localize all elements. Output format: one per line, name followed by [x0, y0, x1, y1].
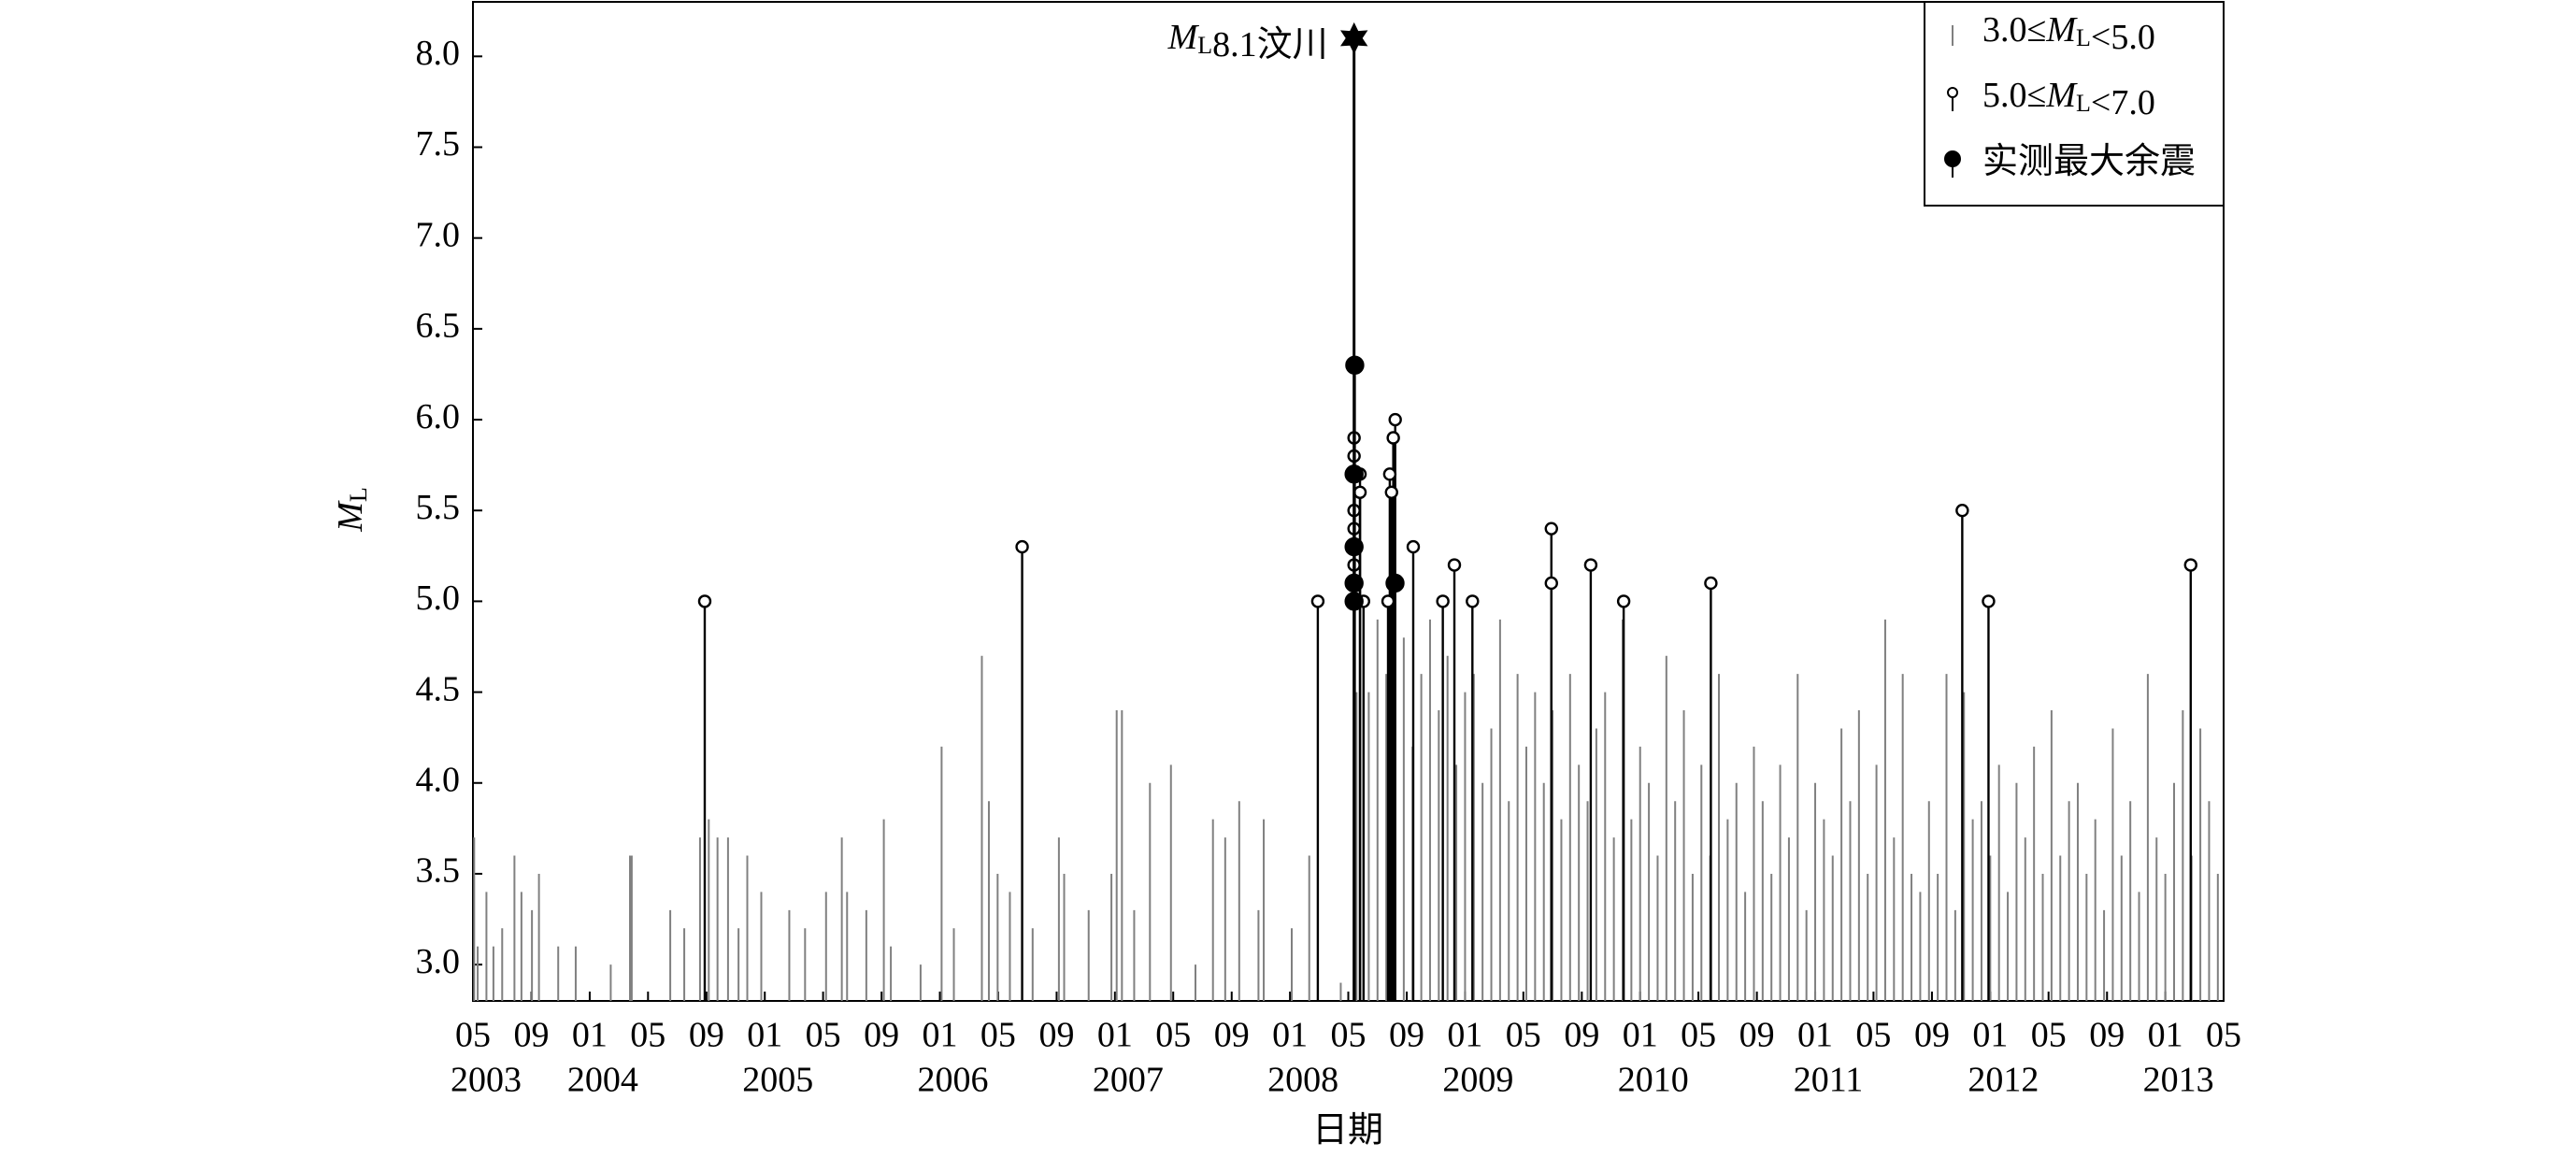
- x-tick-label: 01: [1447, 1016, 1482, 1055]
- open-marker: [1616, 594, 1631, 608]
- x-tick-label: 09: [514, 1016, 550, 1055]
- x-tick-label: 09: [1214, 1016, 1250, 1055]
- x-tick-label: 01: [2148, 1016, 2183, 1055]
- x-tick-label: 05: [2031, 1016, 2067, 1055]
- x-tick-label: 05: [2206, 1016, 2241, 1055]
- x-tick-label: 09: [1389, 1016, 1424, 1055]
- year-label: 2007: [1093, 1061, 1164, 1100]
- y-tick-label: 6.5: [416, 307, 461, 346]
- x-tick-label: 05: [455, 1016, 491, 1055]
- open-marker: [1386, 431, 1400, 445]
- x-tick-label: 09: [864, 1016, 899, 1055]
- x-tick-label: 09: [1739, 1016, 1775, 1055]
- x-tick-label: 05: [1331, 1016, 1367, 1055]
- x-axis-label: 日期: [1312, 1111, 1383, 1150]
- x-tick-label: 01: [572, 1016, 608, 1055]
- x-tick-label: 09: [1564, 1016, 1599, 1055]
- x-tick-label: 01: [1797, 1016, 1833, 1055]
- open-marker: [1955, 504, 1969, 518]
- open-marker: [1382, 467, 1397, 481]
- open-marker: [1704, 576, 1718, 591]
- mainshock-label: ML8.1汶川: [1167, 18, 1328, 64]
- year-label: 2006: [918, 1061, 989, 1100]
- open-marker: [1381, 594, 1395, 608]
- x-tick-label: 05: [1155, 1016, 1191, 1055]
- year-label: 2011: [1794, 1061, 1864, 1100]
- y-tick-label: 5.0: [416, 578, 461, 618]
- open-marker: [1015, 539, 1029, 554]
- x-tick-label: 01: [1972, 1016, 2008, 1055]
- x-tick-label: 09: [2089, 1016, 2125, 1055]
- legend-label: 实测最大余震: [1982, 142, 2196, 181]
- open-marker: [1466, 594, 1480, 608]
- x-tick-label: 01: [1097, 1016, 1133, 1055]
- x-tick-label: 09: [1914, 1016, 1950, 1055]
- year-label: 2012: [1968, 1061, 2039, 1100]
- y-axis-label: ML: [331, 487, 372, 533]
- x-tick-label: 05: [630, 1016, 665, 1055]
- open-marker: [1583, 558, 1598, 572]
- open-marker: [1310, 594, 1325, 608]
- open-marker: [1352, 485, 1367, 499]
- y-tick-label: 4.5: [416, 669, 461, 708]
- open-marker: [1982, 594, 1996, 608]
- filled-marker: [1385, 573, 1405, 593]
- year-label: 2008: [1267, 1061, 1338, 1100]
- legend-label: 3.0≤ML<5.0: [1982, 10, 2155, 57]
- y-tick-label: 4.0: [416, 760, 461, 799]
- x-tick-label: 01: [923, 1016, 958, 1055]
- year-label: 2010: [1618, 1061, 1689, 1100]
- x-tick-label: 05: [1855, 1016, 1891, 1055]
- legend-label: 5.0≤ML<7.0: [1982, 76, 2155, 122]
- x-tick-label: 05: [980, 1016, 1016, 1055]
- x-tick-label: 01: [747, 1016, 782, 1055]
- y-tick-label: 7.5: [416, 124, 461, 164]
- open-marker: [1544, 521, 1558, 536]
- x-tick-label: 09: [689, 1016, 724, 1055]
- x-tick-label: 01: [1623, 1016, 1658, 1055]
- x-tick-label: 01: [1272, 1016, 1308, 1055]
- open-marker: [1436, 594, 1450, 608]
- legend-box: [1924, 1, 2225, 207]
- y-tick-label: 5.5: [416, 488, 461, 527]
- y-tick-label: 3.0: [416, 942, 461, 981]
- year-label: 2003: [451, 1061, 522, 1100]
- open-marker: [1406, 539, 1421, 554]
- open-marker: [2183, 558, 2197, 572]
- x-tick-label: 09: [1038, 1016, 1074, 1055]
- year-label: 2005: [742, 1061, 813, 1100]
- open-marker: [1384, 485, 1398, 499]
- x-tick-label: 05: [806, 1016, 841, 1055]
- legend-symbol: [1944, 150, 1961, 167]
- y-tick-label: 8.0: [416, 34, 461, 73]
- year-label: 2009: [1442, 1061, 1513, 1100]
- y-tick-label: 6.0: [416, 397, 461, 436]
- open-marker: [1544, 576, 1558, 591]
- x-tick-label: 05: [1506, 1016, 1541, 1055]
- mainshock-star: [1340, 21, 1368, 54]
- y-tick-label: 7.0: [416, 215, 461, 254]
- year-label: 2013: [2143, 1061, 2214, 1100]
- y-tick-label: 3.5: [416, 851, 461, 891]
- x-tick-label: 05: [1681, 1016, 1716, 1055]
- open-marker: [697, 594, 712, 608]
- legend-symbol: [1947, 87, 1958, 98]
- open-marker: [1388, 412, 1402, 427]
- open-marker: [1447, 558, 1462, 572]
- year-label: 2004: [567, 1061, 638, 1100]
